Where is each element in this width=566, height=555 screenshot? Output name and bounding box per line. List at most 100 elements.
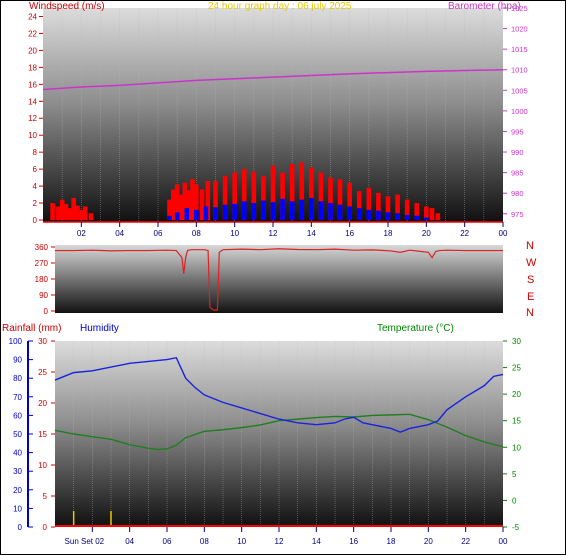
wind-x-tick-label: 20 <box>422 229 431 238</box>
wind-average-bar <box>347 206 352 220</box>
compass-s: S <box>527 274 534 286</box>
wind-gust-bar <box>251 171 257 220</box>
wind-average-bar <box>337 204 343 220</box>
wind-average-bar <box>328 203 333 220</box>
wind-x-tick-label: 10 <box>230 229 239 238</box>
temperature-tick-label: 25 <box>512 364 521 373</box>
wind-average-bar <box>203 206 209 220</box>
temperature-line <box>54 413 504 451</box>
temperature-axis-title: Temperature (°C) <box>377 323 454 334</box>
wind-x-tick-label: 04 <box>115 229 124 238</box>
wind-gust-bar <box>376 192 381 220</box>
wind-average-bar <box>184 208 190 220</box>
sunset-x-tick-label: Sun Set 02 <box>65 537 105 546</box>
barometer-tick-label: 985 <box>511 169 524 178</box>
wind-direction-line <box>55 248 503 311</box>
windspeed-tick-label: 4 <box>33 182 38 191</box>
wind-average-bar <box>366 209 372 220</box>
wind-gust-bar <box>435 213 441 220</box>
wind-gust-bar <box>75 205 80 220</box>
rainfall-tick-label: 10 <box>38 461 47 470</box>
direction-plot-area <box>55 245 503 313</box>
humidity-tick-label: 10 <box>13 504 22 513</box>
wind-gust-bar <box>261 175 266 220</box>
climate-x-tick-label: 18 <box>387 537 396 546</box>
climate-x-tick-label: 00 <box>499 537 508 546</box>
wind-x-tick-label: 14 <box>307 229 316 238</box>
wind-average-bar <box>232 203 237 220</box>
barometer-axis-title: Barometer (hpa) <box>448 1 521 12</box>
climate-x-tick-label: 20 <box>424 537 433 546</box>
humidity-tick-label: 90 <box>13 356 22 365</box>
wind-gust-bar <box>205 180 211 220</box>
compass-n-top: N <box>526 240 534 252</box>
wind-gust-bar <box>395 194 400 220</box>
wind-average-bar <box>270 202 276 220</box>
wind-gust-bar <box>71 197 76 220</box>
climate-x-tick-label: 16 <box>349 537 358 546</box>
humidity-tick-label: 20 <box>13 486 22 495</box>
barometer-tick-label: 1025 <box>511 4 528 13</box>
wind-x-tick-label: 02 <box>77 229 86 238</box>
wind-x-tick-label: 00 <box>499 229 508 238</box>
wind-gust-bar <box>289 164 295 220</box>
windspeed-tick-label: 22 <box>28 29 37 38</box>
wind-x-tick-label: 12 <box>269 229 278 238</box>
compass-e: E <box>527 291 534 303</box>
wind-gust-bar <box>414 203 420 220</box>
humidity-tick-label: 50 <box>13 430 22 439</box>
wind-gust-bar <box>356 191 362 220</box>
wind-gust-bar <box>174 184 180 220</box>
direction-tick-label: 0 <box>44 307 49 316</box>
barometer-tick-label: 1010 <box>511 66 528 75</box>
humidity-tick-label: 70 <box>13 393 22 402</box>
wind-gust-bar <box>171 189 176 220</box>
wind-average-bar <box>299 199 305 220</box>
temperature-tick-label: 20 <box>512 390 521 399</box>
wind-gust-bar <box>232 172 237 220</box>
wind-gust-bar <box>178 194 184 220</box>
climate-x-tick-label: 12 <box>275 537 284 546</box>
humidity-tick-label: 40 <box>13 449 22 458</box>
compass-n-bottom: N <box>526 307 534 319</box>
wind-gust-bar <box>385 196 391 220</box>
temperature-tick-label: 30 <box>512 337 521 346</box>
barometer-tick-label: 1005 <box>511 86 528 95</box>
direction-tick-label: 180 <box>35 275 49 284</box>
wind-gust-bar <box>194 184 199 220</box>
wind-gust-bar <box>328 177 333 220</box>
windspeed-tick-label: 16 <box>28 80 37 89</box>
wind-gust-bar <box>190 179 195 220</box>
humidity-tick-label: 0 <box>18 523 23 532</box>
wind-x-tick-label: 08 <box>192 229 201 238</box>
wind-gust-bar <box>67 208 73 220</box>
wind-gust-bar <box>366 187 372 220</box>
wind-average-bar <box>376 210 381 220</box>
rainfall-tick-label: 15 <box>38 430 47 439</box>
wind-average-bar <box>261 200 266 220</box>
wind-x-tick-label: 16 <box>345 229 354 238</box>
wind-gust-bar <box>50 203 55 220</box>
wind-gust-bar <box>82 206 88 220</box>
wind-average-bar <box>385 212 391 220</box>
temperature-tick-label: 10 <box>512 443 521 452</box>
wind-gust-bar <box>337 179 343 220</box>
windspeed-axis-title: Windspeed (m/s) <box>29 1 105 12</box>
graph-title: 24 hour graph day : 06 july 2025 <box>208 1 352 12</box>
direction-tick-label: 90 <box>39 291 48 300</box>
wind-average-bar <box>280 198 285 220</box>
wind-x-tick-label: 06 <box>154 229 163 238</box>
humidity-line <box>54 356 504 433</box>
humidity-axis-title: Humidity <box>80 323 119 334</box>
wind-average-bar <box>174 212 180 220</box>
rainfall-tick-label: 20 <box>38 399 47 408</box>
windspeed-tick-label: 20 <box>28 46 37 55</box>
wind-gust-bar <box>213 180 218 220</box>
wind-average-bar <box>404 214 410 220</box>
wind-gust-bar <box>429 208 435 220</box>
rainfall-axis-title: Rainfall (mm) <box>2 323 61 334</box>
wind-gust-bar <box>270 165 276 220</box>
wind-gust-bar <box>88 213 94 220</box>
wind-average-bar <box>222 204 228 220</box>
